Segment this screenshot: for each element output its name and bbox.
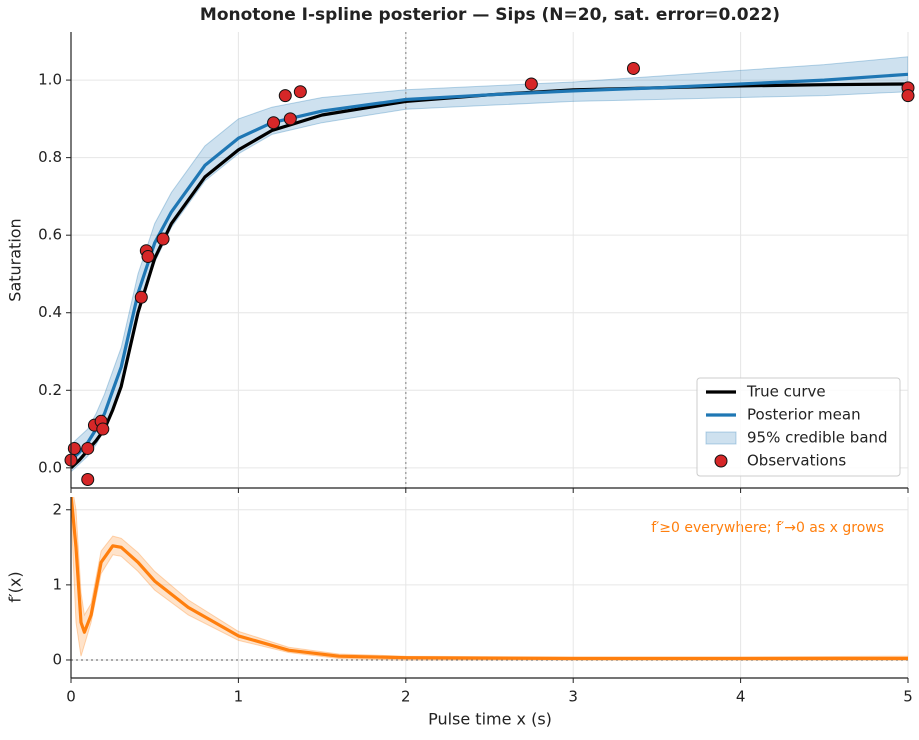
observation (134, 290, 148, 304)
legend-swatch (705, 431, 737, 445)
y-tick-label: 0.4 (38, 303, 62, 321)
observation (267, 116, 281, 130)
observation (626, 61, 640, 75)
observation (81, 472, 95, 486)
series-line (71, 497, 908, 661)
x-tick-label: 0 (66, 688, 76, 706)
x-tick-label: 5 (903, 688, 913, 706)
observation (524, 77, 538, 91)
observation (156, 232, 170, 246)
y-tick-label: 0.6 (38, 226, 62, 244)
observation (278, 89, 292, 103)
x-tick-label: 4 (736, 688, 746, 706)
y-axis-label: Saturation (6, 218, 25, 301)
legend-label: True curve (746, 383, 826, 401)
observation (96, 422, 110, 436)
legend-label: 95% credible band (747, 429, 888, 447)
x-tick-label: 2 (401, 688, 411, 706)
x-tick-label: 1 (234, 688, 244, 706)
chart-title: Monotone I-spline posterior — Sips (N=20… (200, 5, 780, 25)
credible-band (71, 497, 908, 661)
y-tick-label: 1 (52, 575, 62, 593)
observation (67, 441, 81, 455)
y-tick-label: 0.8 (38, 148, 62, 166)
y-tick-label: 2 (52, 500, 62, 518)
observation (901, 89, 915, 103)
x-axis-label: Pulse time x (s) (428, 710, 552, 729)
observation (81, 441, 95, 455)
y-tick-label: 1.0 (38, 71, 62, 89)
observation (283, 112, 297, 126)
y-tick-label: 0.2 (38, 381, 62, 399)
y-tick-label: 0.0 (38, 458, 62, 476)
y-tick-label: 0 (52, 650, 62, 668)
annotation: f′≥0 everywhere; f′→0 as x grows (651, 520, 884, 536)
x-tick-label: 3 (568, 688, 578, 706)
legend-label: Observations (747, 452, 846, 470)
y-axis-label: f′(x) (6, 571, 25, 602)
plot-area (71, 497, 908, 661)
observation (141, 250, 155, 264)
legend-swatch (714, 454, 728, 468)
legend-box (696, 377, 901, 477)
legend-label: Posterior mean (747, 406, 861, 424)
observation (293, 85, 307, 99)
